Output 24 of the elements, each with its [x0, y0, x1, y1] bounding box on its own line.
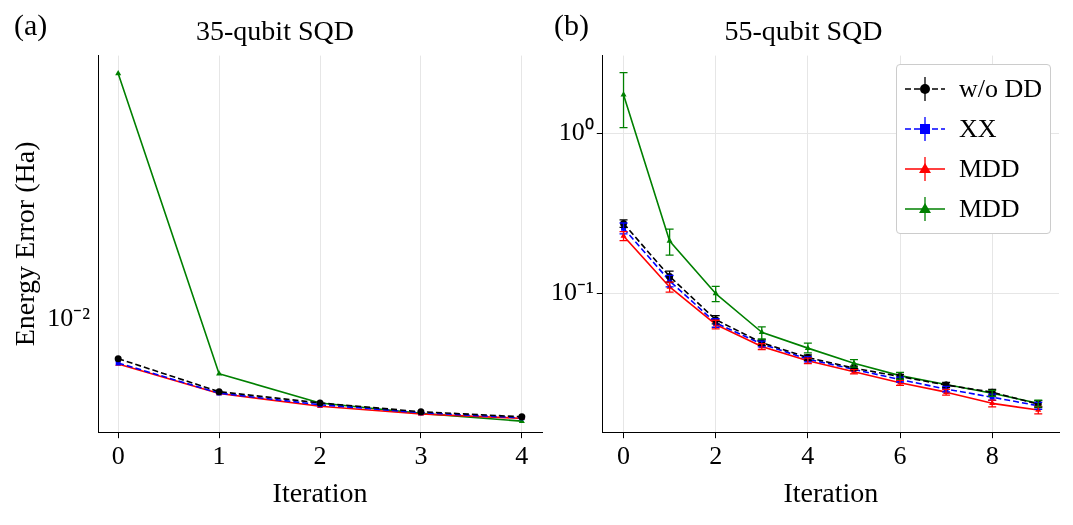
x-tick-label: 2 — [709, 440, 723, 470]
x-tick-label: 4 — [801, 440, 815, 470]
x-axis-title: Iteration — [783, 476, 879, 508]
legend-label: w/o DD — [958, 73, 1042, 104]
y-tick-label: 10⁻¹ — [551, 277, 594, 307]
text: (b) — [554, 7, 589, 42]
x-tick-label: 1 — [212, 440, 226, 470]
x-tick-label: 2 — [313, 440, 327, 470]
legend-label: MDD — [958, 153, 1020, 184]
x-tick-label: 0 — [111, 440, 125, 470]
x-tick-label: 8 — [985, 440, 999, 470]
text: (a) — [14, 7, 48, 42]
legend-label: MDD — [958, 193, 1020, 224]
chart-title: 55-qubit SQD — [724, 15, 883, 47]
x-tick-label: 3 — [414, 440, 428, 470]
chart-title: 35-qubit SQD — [196, 15, 354, 47]
x-tick-label: 6 — [893, 440, 907, 470]
y-axis-title: Energy Error (Ha) — [9, 141, 41, 347]
x-axis-title: Iteration — [272, 476, 368, 508]
x-tick-label: 4 — [515, 440, 529, 470]
x-tick-label: 0 — [617, 440, 631, 470]
y-tick-label: 10⁰ — [558, 117, 594, 147]
legend-label: XX — [958, 113, 997, 144]
text: 10⁻² — [47, 303, 91, 333]
